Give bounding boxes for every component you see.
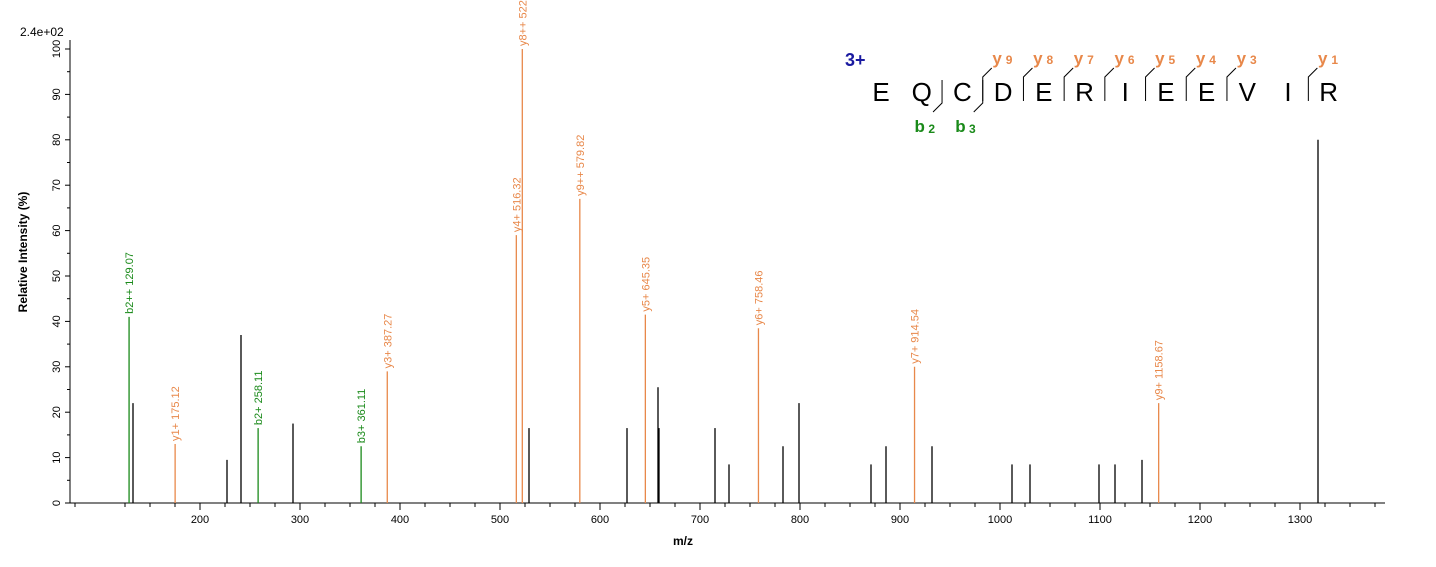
y-ion-number: 5 <box>1169 53 1176 67</box>
charge-state: 3+ <box>845 50 866 70</box>
b-ion-number: 2 <box>928 122 935 136</box>
peak-label: b2+ 258.11 <box>253 371 265 426</box>
sequence-residue: I <box>1284 77 1291 107</box>
x-tick-label: 300 <box>291 514 309 526</box>
x-tick-label: 1100 <box>1088 514 1112 526</box>
sequence-residue: E <box>872 77 889 107</box>
peak-label: b3+ 361.11 <box>356 389 368 444</box>
y-tick-label: 50 <box>51 270 63 282</box>
y-ion-number: 3 <box>1250 53 1257 67</box>
y-ion-bracket <box>1307 67 1318 101</box>
y-ion-label: y <box>992 49 1002 68</box>
y-tick-label: 40 <box>51 315 63 327</box>
sequence-residue: R <box>1319 77 1338 107</box>
peaks: b2++ 129.07 y1+ 175.12 b2+ 258.11 b3+ 361.1… <box>124 0 1319 503</box>
y-tick-label: 10 <box>51 451 63 463</box>
sequence-residue: D <box>994 77 1013 107</box>
x-tick-label: 900 <box>891 514 909 526</box>
y-ion-bracket <box>1104 67 1115 101</box>
y-ion-number: 6 <box>1128 53 1135 67</box>
sequence-residue: C <box>953 77 972 107</box>
y-ion-number: 1 <box>1331 53 1338 67</box>
peak-label: y1+ 175.12 <box>170 386 182 441</box>
y-tick-label: 0 <box>51 500 63 506</box>
y-tick-label: 70 <box>51 179 63 191</box>
peak-label: y5+ 645.35 <box>640 257 652 312</box>
y-ion-label: y <box>1074 49 1084 68</box>
peak-label: y3+ 387.27 <box>382 314 394 369</box>
y-ion-bracket <box>1022 67 1033 101</box>
sequence-residue: E <box>1198 77 1215 107</box>
y-ion-bracket <box>982 67 993 101</box>
sequence-residue: E <box>1157 77 1174 107</box>
y-ion-label: y <box>1237 49 1247 68</box>
y-tick-label: 90 <box>51 88 63 100</box>
peak-label: y6+ 758.46 <box>753 270 765 325</box>
b-ion-label: b <box>955 117 965 136</box>
sequence-residue: E <box>1035 77 1052 107</box>
y-ion-label: y <box>1114 49 1124 68</box>
peak-label: y7+ 914.54 <box>910 309 922 364</box>
y-ion-bracket <box>1063 67 1074 101</box>
y-ion-bracket <box>1185 67 1196 101</box>
x-tick-label: 200 <box>191 514 209 526</box>
x-tick-label: 1300 <box>1288 514 1312 526</box>
y-tick-label: 60 <box>51 224 63 236</box>
y-ion-label: y <box>1196 49 1206 68</box>
sequence-residue: Q <box>912 77 932 107</box>
y-ion-label: y <box>1318 49 1328 68</box>
b-ion-label: b <box>915 117 925 136</box>
y-tick-label: 20 <box>51 406 63 418</box>
y-ion-bracket <box>1145 67 1155 101</box>
x-tick-label: 1000 <box>988 514 1012 526</box>
y-ion-number: 9 <box>1006 53 1013 67</box>
sequence-residue: V <box>1239 77 1257 107</box>
x-tick-label: 700 <box>691 514 709 526</box>
sequence-annotation: 3+E Q C D E R I E E V I Ry 9 y 8 y 7 y 6 y 5 y 4 y 3 y 1b 2 b 3 <box>845 49 1338 136</box>
y-tick-label: 30 <box>51 361 63 373</box>
y-tick-label: 80 <box>51 134 63 146</box>
y-axis-title: Relative Intensity (%) <box>16 192 30 313</box>
x-tick-label: 600 <box>591 514 609 526</box>
b-ion-bracket <box>932 80 943 113</box>
y-ion-label: y <box>1155 49 1165 68</box>
peak-label: y9++ 579.82 <box>575 135 587 196</box>
peak-label: y4+ 516.32 <box>511 177 523 232</box>
y-ion-number: 8 <box>1046 53 1053 67</box>
y-ion-number: 7 <box>1087 53 1094 67</box>
b-ion-number: 3 <box>969 122 976 136</box>
x-tick-label: 800 <box>791 514 809 526</box>
peak-label: b2++ 129.07 <box>124 252 136 314</box>
y-tick-label: 100 <box>51 40 63 58</box>
intensity-scale-label: 2.4e+02 <box>20 25 64 39</box>
sequence-residue: I <box>1122 77 1129 107</box>
x-tick-label: 400 <box>391 514 409 526</box>
b-ion-bracket <box>973 80 984 113</box>
axes: 0 10 20 30 40 50 60 70 80 90 100 200 300 400 500 600 700… <box>51 40 1385 526</box>
y-ion-number: 4 <box>1209 53 1216 67</box>
peak-label: y9+ 1158.67 <box>1154 340 1166 400</box>
x-axis-title: m/z <box>673 534 693 548</box>
sequence-residue: R <box>1075 77 1094 107</box>
y-ion-bracket <box>1226 67 1237 101</box>
y-ion-label: y <box>1033 49 1043 68</box>
peak-label: y8++ 522.30 <box>517 0 529 46</box>
x-tick-label: 1200 <box>1188 514 1212 526</box>
x-tick-label: 500 <box>491 514 509 526</box>
